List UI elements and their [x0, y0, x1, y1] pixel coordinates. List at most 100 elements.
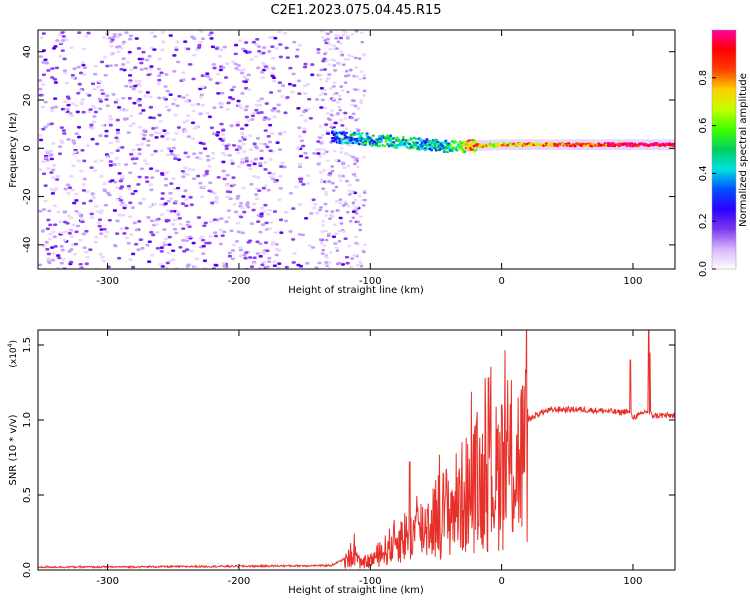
spectrogram-cell: [108, 117, 114, 121]
spectrogram-cell: [228, 190, 233, 194]
spectrogram-cell: [56, 210, 61, 214]
spectrogram-cell: [283, 211, 289, 214]
spectrogram-y-ticks: -40 -20 0 20 40: [22, 45, 675, 253]
spectrogram-cell: [77, 82, 82, 86]
spectrogram-cell: [127, 74, 133, 77]
spectrogram-cell: [269, 175, 274, 179]
spectrogram-cell: [358, 260, 362, 264]
spectrogram-cell: [327, 73, 332, 76]
spectrogram-cell: [184, 236, 189, 239]
spectrogram-cell: [103, 73, 108, 77]
spectrogram-cell: [140, 247, 145, 250]
spectrogram-cell: [320, 140, 325, 143]
spectrogram-cell: [190, 103, 195, 107]
spectrogram-cell: [131, 265, 136, 269]
spectrogram-cell: [110, 179, 115, 182]
spectrogram-cell: [108, 64, 113, 67]
spectrogram-cell: [252, 202, 257, 206]
spectrogram-cell: [162, 241, 167, 244]
spectrogram-cell: [333, 127, 337, 131]
spectrogram-cell: [214, 264, 219, 267]
spectrogram-cell: [124, 236, 130, 240]
spectrogram-cell: [351, 112, 356, 116]
spectrogram-cell: [149, 188, 154, 192]
spectrogram-cell: [58, 220, 63, 224]
spectrogram-cell: [278, 187, 283, 190]
spectrogram-cell: [359, 101, 364, 105]
spectrogram-cell: [261, 260, 267, 264]
spectrogram-cell: [131, 122, 136, 125]
spectrogram-cell: [152, 35, 158, 38]
spectrogram-cell: [47, 209, 52, 213]
spectrogram-cell: [212, 106, 217, 110]
spectrogram-cell: [280, 84, 286, 87]
trace-cell: [474, 148, 478, 152]
trace-cell: [384, 137, 388, 140]
spectrogram-cell: [182, 121, 187, 124]
spectrogram-cell: [132, 101, 137, 105]
spectrogram-cell: [103, 235, 108, 238]
spectrogram-cell: [250, 118, 255, 121]
spectrogram-cell: [209, 37, 214, 40]
spectrogram-cell: [100, 123, 105, 127]
spectrogram-cell: [96, 85, 101, 89]
spectrogram-cell: [319, 87, 325, 90]
spectrogram-cell: [235, 221, 241, 225]
spectrogram-cell: [94, 205, 99, 208]
spectrogram-cell: [252, 111, 257, 115]
spectrogram-cell: [145, 243, 150, 247]
spectrogram-cell: [250, 114, 256, 118]
spectrogram-cell: [272, 115, 277, 119]
trace-cell: [463, 150, 467, 154]
spectrogram-cell: [334, 246, 339, 249]
x-tick-label: -300: [96, 276, 119, 287]
spectrogram-cell: [238, 39, 243, 42]
spectrogram-cell: [114, 136, 119, 140]
spectrogram-cell: [323, 52, 327, 56]
spectrogram-cell: [82, 66, 88, 70]
spectrogram-cell: [156, 82, 161, 86]
spectrogram-cell: [229, 124, 234, 128]
spectrogram-cell: [321, 224, 325, 227]
spectrogram-cell: [116, 146, 122, 150]
spectrogram-cell: [157, 96, 162, 100]
trace-cell: [617, 144, 621, 148]
spectrogram-cell: [338, 198, 343, 201]
trace-cell: [450, 149, 454, 153]
spectrogram-cell: [46, 167, 51, 170]
spectrogram-cell: [127, 37, 133, 41]
spectrogram-cell: [351, 172, 356, 175]
spectrogram-cell: [114, 64, 119, 67]
snr-y-ticks: 0.0 0.5 1.0 1.5: [22, 337, 675, 578]
spectrogram-cell: [177, 95, 182, 98]
spectrogram-cell: [219, 217, 224, 220]
spectrogram-cell: [333, 242, 338, 245]
spectrogram-cell: [95, 210, 100, 213]
spectrogram-cell: [198, 236, 203, 240]
spectrogram-cell: [211, 63, 216, 66]
spectrogram-cell: [269, 132, 275, 135]
spectrogram-cell: [353, 160, 357, 163]
spectrogram-cell: [178, 223, 184, 226]
spectrogram-cell: [314, 98, 320, 101]
spectrogram-cell: [165, 261, 170, 265]
spectrogram-cell: [107, 193, 112, 197]
spectrogram-cell: [278, 43, 283, 46]
spectrogram-cell: [107, 218, 112, 222]
spectrogram-cell: [342, 204, 346, 207]
spectrogram-cell: [74, 210, 79, 213]
spectrogram-cell: [329, 251, 333, 254]
spectrogram-cell: [337, 94, 342, 97]
spectrogram-cell: [38, 138, 44, 142]
spectrogram-cell: [71, 76, 76, 80]
spectrogram-cell: [331, 85, 336, 88]
spectrogram-cell: [123, 204, 128, 207]
spectrogram-cell: [310, 63, 315, 66]
spectrogram-cell: [79, 169, 84, 173]
spectrogram-cell: [138, 112, 143, 115]
spectrogram-cell: [273, 231, 278, 234]
spectrogram-cell: [115, 128, 120, 132]
trace-cell: [382, 144, 386, 148]
spectrogram-cell: [295, 147, 301, 150]
trace-cell: [453, 141, 457, 144]
